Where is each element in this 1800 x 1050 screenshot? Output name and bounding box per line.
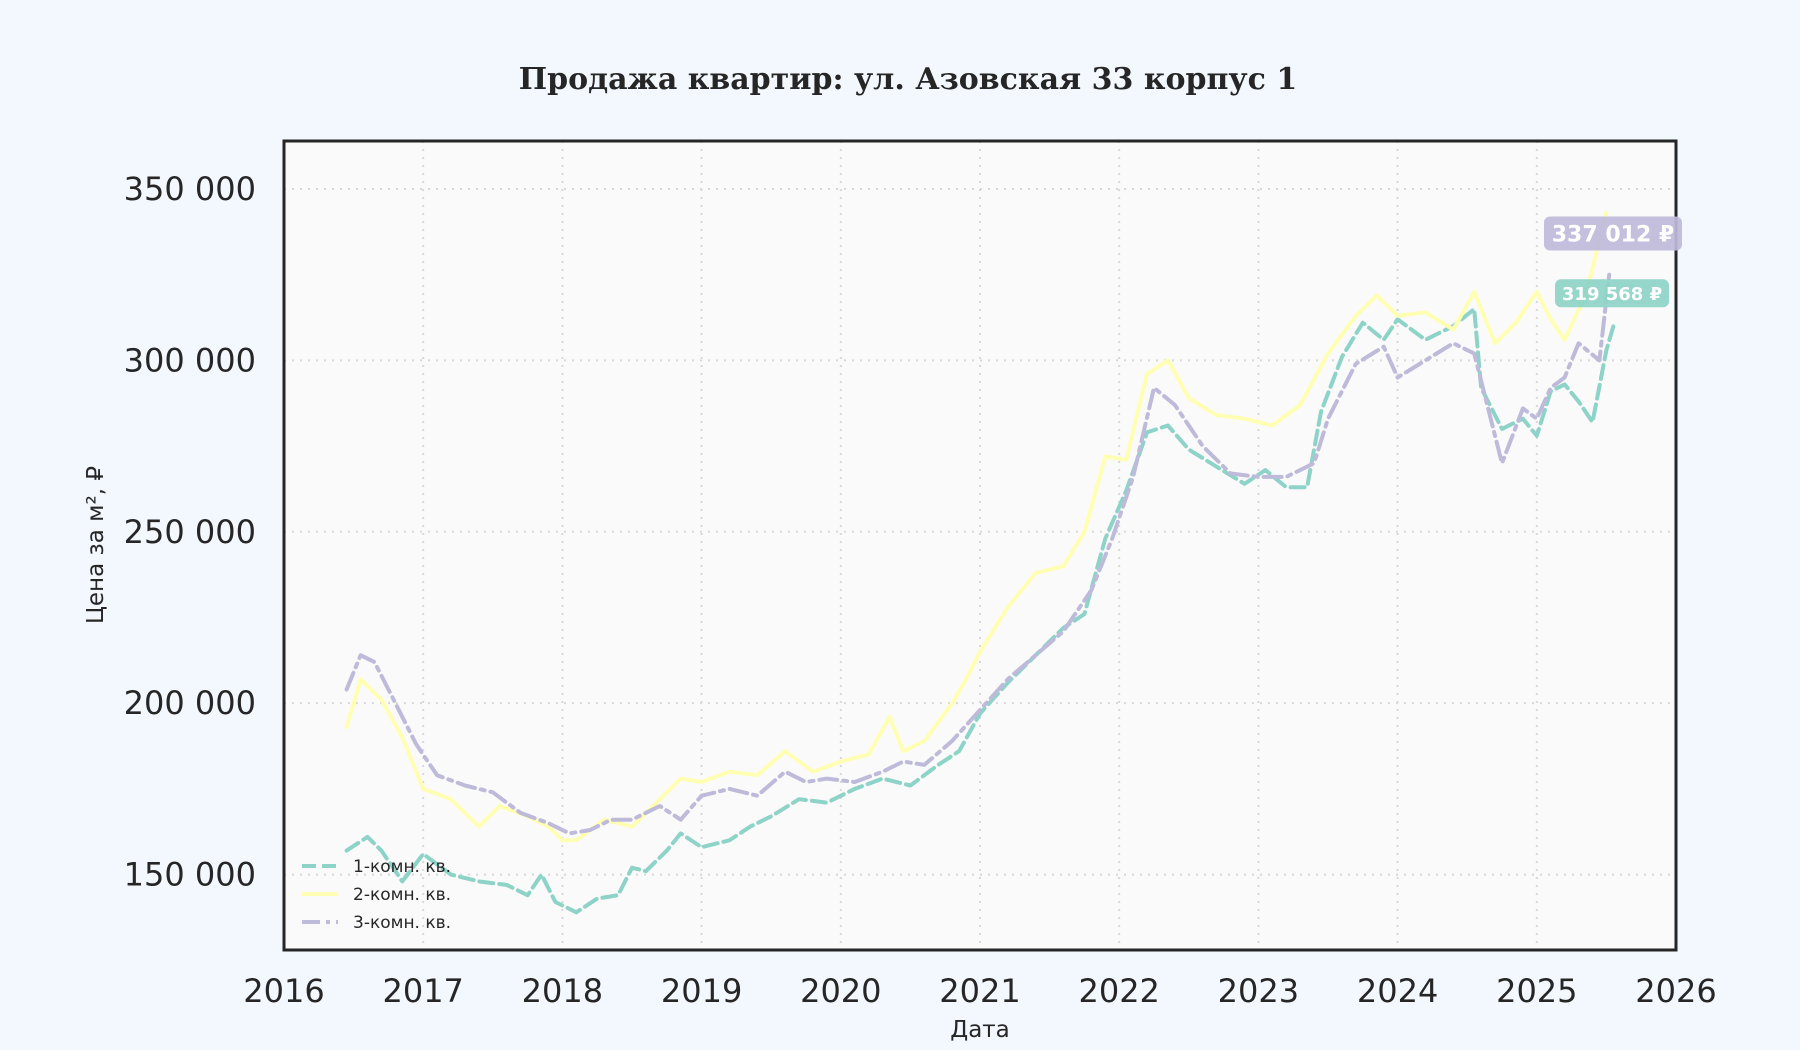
value-badge-label: 337 012 ₽	[1552, 222, 1674, 247]
x-tick-label: 2023	[1218, 972, 1299, 1010]
legend[interactable]: 1-комн. кв. 2-комн. кв. 3-комн. кв.	[302, 857, 451, 933]
value-badge	[1544, 216, 1682, 251]
x-tick-label: 2019	[661, 972, 742, 1010]
y-tick-label: 350 000	[124, 170, 256, 208]
series-line-3	[344, 272, 1612, 836]
y-tick-label: 300 000	[124, 341, 256, 379]
plot-area	[284, 141, 1676, 950]
legend-label: 1-комн. кв.	[353, 857, 451, 877]
y-axis-label: Цена за м², ₽	[83, 466, 109, 624]
chart-title: Продажа квартир: ул. Азовская 33 корпус …	[519, 62, 1297, 97]
series-layer	[344, 211, 1616, 915]
x-tick-label: 2025	[1496, 972, 1577, 1010]
x-axis-ticks: 2016 2017 2018 2019 2020 2021 2022 2023 2024 2025…	[243, 972, 1716, 1010]
x-tick-label: 2018	[522, 972, 603, 1010]
x-tick-label: 2020	[800, 972, 881, 1010]
value-badge	[1555, 279, 1669, 308]
annotations: 337 012 ₽ 319 568 ₽	[1544, 216, 1682, 308]
y-tick-label: 150 000	[124, 856, 256, 894]
x-tick-label: 2016	[243, 972, 324, 1010]
series-line-2	[344, 211, 1609, 843]
y-axis-ticks: 150 000 200 000 250 000 300 000 350 000	[124, 170, 256, 894]
x-tick-label: 2022	[1078, 972, 1159, 1010]
x-tick-label: 2017	[382, 972, 463, 1010]
x-tick-label: 2024	[1357, 972, 1438, 1010]
x-tick-label: 2021	[939, 972, 1020, 1010]
legend-label: 3-комн. кв.	[353, 913, 451, 933]
grid	[284, 141, 1676, 950]
value-badge-label: 319 568 ₽	[1562, 284, 1662, 305]
x-axis-label: Дата	[950, 1017, 1010, 1043]
y-tick-label: 200 000	[124, 684, 256, 722]
x-tick-label: 2026	[1635, 972, 1716, 1010]
y-tick-label: 250 000	[124, 513, 256, 551]
legend-label: 2-комн. кв.	[353, 885, 451, 905]
plot-frame	[282, 139, 1678, 952]
